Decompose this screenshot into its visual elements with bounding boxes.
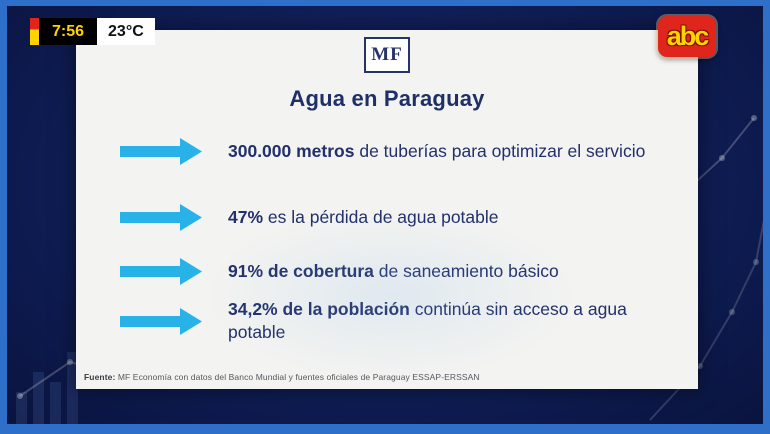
bullet-rest: de tuberías para optimizar el servicio	[354, 140, 646, 161]
bullet-text: 34,2% de la población continúa sin acces…	[228, 298, 666, 344]
bullet-text: 91% de cobertura de saneamiento básico	[228, 260, 666, 283]
source-label: Fuente:	[84, 372, 116, 382]
status-bar: 7:56 23°C	[30, 18, 155, 45]
bullet-highlight: 300.000 metros	[228, 140, 355, 161]
time-display: 7:56	[39, 18, 98, 45]
abc-logo: abc	[658, 16, 716, 57]
bullet-item-sanitation: 91% de cobertura de saneamiento básico	[120, 256, 680, 286]
bullet-rest: continúa sin acceso a agua potable	[228, 299, 627, 342]
mf-logo-text: MF	[371, 44, 403, 65]
source-text: MF Economía con datos del Banco Mundial …	[115, 372, 480, 382]
temperature-display: 23°C	[97, 18, 155, 45]
arrow-icon	[120, 138, 202, 165]
infographic-card: MF Agua en Paraguay 300.000 metros de tu…	[76, 30, 698, 389]
arrow-icon	[120, 204, 202, 231]
bullet-highlight: 91% de cobertura	[228, 260, 374, 281]
bullet-highlight: 47%	[228, 206, 264, 227]
bullet-text: 47% es la pérdida de agua potable	[228, 206, 666, 229]
bullet-highlight: 34,2% de la población	[228, 299, 410, 319]
card-title: Agua en Paraguay	[289, 86, 485, 111]
channel-accent-icon	[30, 18, 39, 45]
arrow-icon	[120, 258, 202, 285]
arrow-icon	[120, 308, 202, 335]
bullet-rest: de saneamiento básico	[373, 260, 559, 281]
bullet-item-population: 34,2% de la población continúa sin acces…	[120, 298, 680, 344]
bullet-rest: es la pérdida de agua potable	[263, 206, 499, 227]
bullet-item-water-loss: 47% es la pérdida de agua potable	[120, 202, 680, 232]
bullet-text: 300.000 metros de tuberías para optimiza…	[228, 140, 666, 163]
bullet-item-pipes: 300.000 metros de tuberías para optimiza…	[120, 136, 680, 166]
mf-logo: MF	[364, 37, 410, 73]
source-note: Fuente: MF Economía con datos del Banco …	[84, 372, 480, 382]
